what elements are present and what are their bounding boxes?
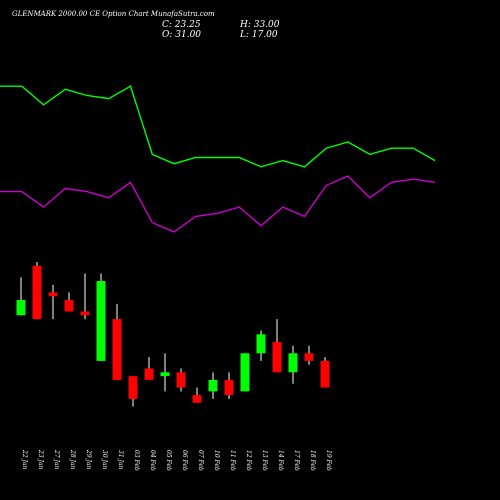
- x-tick-label: 14 Feb: [277, 450, 284, 471]
- x-tick-label: 17 Feb: [293, 450, 300, 471]
- x-tick-label: 06 Feb: [181, 450, 188, 471]
- x-tick-label: 10 Feb: [213, 450, 220, 471]
- candle-body: [288, 353, 298, 373]
- candle-body: [96, 281, 106, 361]
- candle-body: [16, 300, 26, 316]
- candle: [32, 262, 42, 320]
- x-tick-label: 27 Jan: [53, 449, 60, 470]
- candle-body: [48, 292, 58, 297]
- candle-body: [224, 379, 234, 396]
- candle-body: [112, 319, 122, 380]
- candle: [80, 273, 90, 320]
- x-tick-label: 22 Jan: [21, 449, 28, 470]
- x-tick-label: 11 Feb: [229, 450, 236, 471]
- candle: [288, 345, 298, 384]
- candle: [224, 372, 234, 399]
- candle-body: [208, 379, 218, 392]
- x-tick-label: 23 Jan: [37, 449, 44, 470]
- candle: [128, 376, 138, 407]
- candle-body: [80, 311, 90, 316]
- x-tick-label: 03 Feb: [133, 450, 140, 471]
- candle: [112, 303, 122, 380]
- candle: [240, 353, 250, 392]
- candle-body: [320, 360, 330, 388]
- candle: [96, 273, 106, 361]
- candle-body: [304, 353, 314, 361]
- candle: [320, 357, 330, 388]
- high-value: H: 33.00: [240, 20, 280, 30]
- lower-line-series: [0, 175, 436, 233]
- low-value: L: 17.00: [240, 30, 278, 40]
- candle: [160, 353, 170, 392]
- x-tick-label: 13 Feb: [261, 450, 268, 471]
- upper-line-series: [0, 85, 436, 168]
- x-tick-label: 05 Feb: [165, 450, 172, 471]
- x-tick-label: 31 Jan: [117, 450, 124, 470]
- x-tick-label: 30 Jan: [101, 450, 108, 470]
- x-tick-label: 19 Feb: [325, 450, 332, 471]
- x-tick-label: 07 Feb: [197, 450, 204, 471]
- candle: [256, 330, 266, 361]
- candle-body: [128, 376, 138, 399]
- candle: [144, 357, 154, 380]
- x-axis-labels: 22 Jan 23 Jan 27 Jan 28 Jan 29 Jan 30 Jan 31 J…: [21, 449, 332, 471]
- x-tick-label: 12 Feb: [245, 450, 252, 471]
- close-value: C: 23.25: [162, 20, 201, 30]
- candle-body: [272, 341, 282, 373]
- candle: [208, 372, 218, 399]
- x-tick-label: 28 Jan: [69, 449, 76, 470]
- candle-body: [256, 334, 266, 354]
- candle: [192, 387, 202, 403]
- candle-body: [64, 300, 74, 312]
- x-tick-label: 18 Feb: [309, 450, 316, 471]
- x-tick-label: 04 Feb: [149, 450, 156, 471]
- candle: [16, 277, 26, 316]
- candle-body: [192, 395, 202, 403]
- x-tick-label: 29 Jan: [85, 449, 92, 470]
- candle: [64, 292, 74, 312]
- candle: [304, 345, 314, 365]
- candle: [272, 319, 282, 373]
- candle-body: [160, 372, 170, 377]
- candle: [176, 368, 186, 392]
- candle-body: [32, 265, 42, 320]
- overlay-lines: [0, 85, 436, 233]
- chart-title: GLENMARK 2000.00 CE Option Chart MunafaS…: [12, 10, 215, 18]
- candle-body: [176, 372, 186, 388]
- open-value: O: 31.00: [162, 30, 202, 40]
- candle-body: [144, 368, 154, 380]
- candle: [48, 284, 58, 320]
- candle-body: [240, 353, 250, 392]
- candles: [16, 262, 330, 407]
